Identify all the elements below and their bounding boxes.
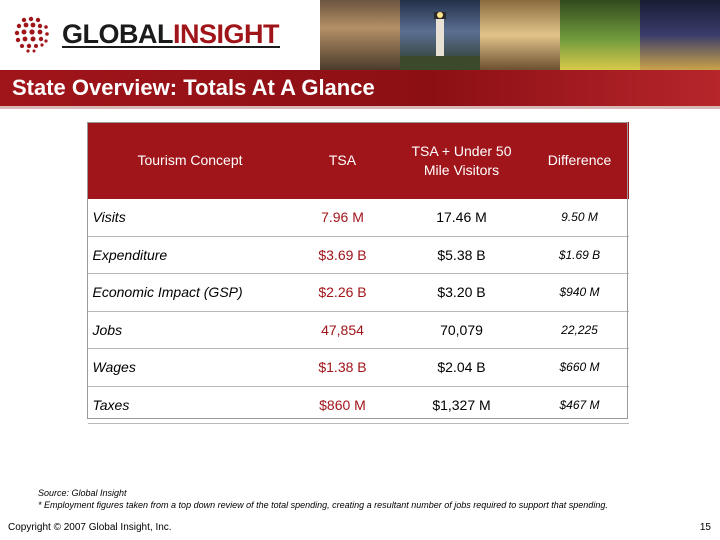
row-total-value: $5.38 B [392, 236, 531, 274]
table-row: Visits 7.96 M 17.46 M 9.50 M [87, 198, 629, 237]
row-tsa-value: 47,854 [292, 311, 393, 349]
photo-building-image [320, 0, 400, 70]
row-total-value: 70,079 [392, 311, 531, 349]
row-concept: Visits [87, 198, 293, 237]
title-divider [0, 106, 720, 109]
brand-part-global: GLOBAL [62, 19, 174, 49]
table-row: Wages $1.38 B $2.04 B $660 M [87, 348, 629, 387]
row-difference-value: $660 M [530, 348, 629, 387]
employment-footnote: * Employment figures taken from a top do… [38, 500, 608, 510]
logo-area: GLOBAL INSIGHT [0, 0, 320, 70]
row-total-value: $1,327 M [392, 386, 531, 424]
header-tourism-concept: Tourism Concept [87, 122, 293, 199]
row-tsa-value: $2.26 B [292, 273, 393, 312]
brand-underline [62, 46, 280, 48]
photo-lighthouse-image [400, 0, 480, 70]
table-header-row: Tourism Concept TSA TSA + Under 50 Mile … [87, 122, 629, 199]
table-row: Economic Impact (GSP) $2.26 B $3.20 B $9… [87, 273, 629, 312]
row-difference-value: $467 M [530, 386, 629, 424]
row-difference-value: 9.50 M [530, 198, 629, 237]
table-row: Expenditure $3.69 B $5.38 B $1.69 B [87, 236, 629, 274]
row-difference-value: 22,225 [530, 311, 629, 349]
totals-table-container: Tourism Concept TSA TSA + Under 50 Mile … [87, 122, 629, 424]
totals-table: Tourism Concept TSA TSA + Under 50 Mile … [87, 122, 629, 424]
row-tsa-value: $3.69 B [292, 236, 393, 274]
row-concept: Wages [87, 348, 293, 387]
page-title: State Overview: Totals At A Glance [12, 75, 375, 100]
row-total-value: 17.46 M [392, 198, 531, 237]
photo-garden-image [560, 0, 640, 70]
source-line: Source: Global Insight [38, 488, 127, 498]
brand-part-insight: INSIGHT [173, 19, 280, 49]
table-row: Taxes $860 M $1,327 M $467 M [87, 386, 629, 424]
row-tsa-value: $860 M [292, 386, 393, 424]
source-note: Source: Global Insight * Employment figu… [38, 487, 608, 511]
copyright-text: Copyright © 2007 Global Insight, Inc. [8, 522, 172, 533]
photo-city-night-image [640, 0, 720, 70]
lighthouse-icon [400, 12, 480, 70]
row-tsa-value: 7.96 M [292, 198, 393, 237]
brand-wordmark: GLOBAL INSIGHT [62, 19, 280, 49]
row-concept: Expenditure [87, 236, 293, 274]
globe-logo-icon [14, 16, 49, 53]
row-concept: Economic Impact (GSP) [87, 273, 293, 312]
page-number: 15 [699, 522, 711, 533]
row-difference-value: $1.69 B [530, 236, 629, 274]
row-tsa-value: $1.38 B [292, 348, 393, 387]
header-tsa-under-50: TSA + Under 50 Mile Visitors [392, 122, 531, 199]
row-concept: Taxes [87, 386, 293, 424]
row-concept: Jobs [87, 311, 293, 349]
row-total-value: $2.04 B [392, 348, 531, 387]
header-photo-strip [320, 0, 720, 70]
title-bar: State Overview: Totals At A Glance [0, 70, 720, 106]
table-row: Jobs 47,854 70,079 22,225 [87, 311, 629, 349]
row-total-value: $3.20 B [392, 273, 531, 312]
header-difference: Difference [530, 122, 629, 199]
row-difference-value: $940 M [530, 273, 629, 312]
photo-ballroom-image [480, 0, 560, 70]
header-tsa: TSA [292, 122, 393, 199]
